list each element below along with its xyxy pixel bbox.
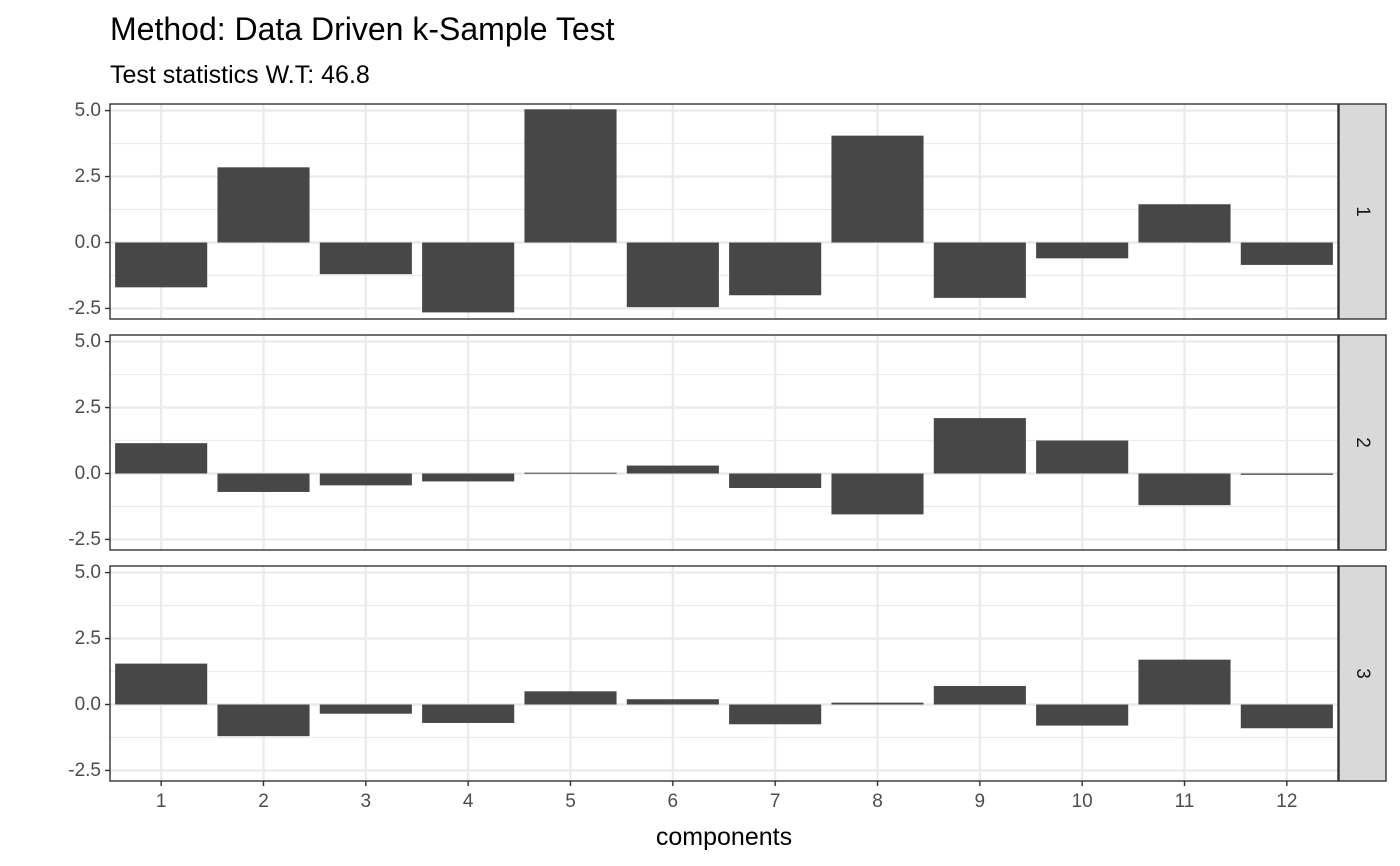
facet-panel-1: 1 -2.5 0.0 2.5 5.0 [68, 100, 1387, 320]
bar-facet-1-component-3 [319, 242, 412, 275]
bar-facet-3-component-10 [1036, 704, 1129, 726]
y-tick-label: 5.0 [75, 331, 101, 352]
bar-facet-2-component-4 [422, 473, 515, 482]
bar-facet-1-component-9 [933, 242, 1026, 298]
panel-background [110, 335, 1338, 550]
bar-facet-3-component-7 [729, 704, 822, 725]
bar-facet-1-component-6 [626, 242, 719, 308]
panel-border [109, 103, 1339, 320]
x-tick-label: 1 [156, 791, 167, 812]
bar-facet-3-component-1 [115, 663, 208, 705]
bar-facet-2-component-2 [217, 473, 310, 492]
bar-facet-3-component-3 [319, 704, 412, 714]
bar-facet-3-component-2 [217, 704, 310, 737]
bar-facet-3-component-11 [1138, 659, 1231, 705]
bar-facet-1-component-2 [217, 167, 310, 243]
y-tick-label: 5.0 [75, 100, 101, 121]
y-tick-label: 5.0 [75, 562, 101, 583]
y-tick-label: -2.5 [68, 298, 101, 319]
bar-facet-2-component-10 [1036, 440, 1129, 474]
bar-facet-1-component-4 [422, 242, 515, 313]
bar-facet-1-component-10 [1036, 242, 1129, 259]
bar-facet-2-component-6 [626, 465, 719, 474]
bar-facet-2-component-9 [933, 418, 1026, 474]
y-tick-label: 2.5 [75, 166, 101, 187]
facet-strip [1338, 565, 1387, 782]
facet-strip-label: 2 [1352, 437, 1373, 448]
x-tick-label: 11 [1175, 791, 1195, 812]
facet-panel-3: 3 -2.5 0.0 2.5 5.0 [68, 562, 1387, 782]
x-tick-label: 7 [770, 791, 781, 812]
y-tick-label: 2.5 [75, 397, 101, 418]
bar-facet-2-component-11 [1138, 473, 1231, 506]
y-tick-label: 0.0 [75, 463, 101, 484]
bar-facet-1-component-12 [1240, 242, 1333, 265]
y-tick-label: 2.5 [75, 628, 101, 649]
x-tick-label: 6 [668, 791, 679, 812]
x-tick-label: 4 [463, 791, 474, 812]
facet-strip-label: 1 [1352, 206, 1373, 217]
panel-background [110, 566, 1338, 781]
panel-border [109, 334, 1339, 551]
bar-facet-2-component-3 [319, 473, 412, 486]
facet-panel-2: 2 -2.5 0.0 2.5 5.0 [68, 331, 1387, 551]
facet-panels: 1 -2.5 0.0 2.5 5.0 2 -2.5 0.0 2.5 5.0 3 -2.5 0.0 2.5 5… [68, 100, 1387, 782]
bar-facet-1-component-1 [115, 242, 208, 288]
bar-facet-3-component-6 [626, 699, 719, 705]
x-tick-label: 5 [565, 791, 576, 812]
bar-facet-1-component-11 [1138, 204, 1231, 243]
facet-strip [1338, 103, 1387, 320]
panel-border [109, 565, 1339, 782]
bar-facet-3-component-8 [831, 702, 924, 705]
bar-facet-2-component-1 [115, 443, 208, 474]
y-tick-label: -2.5 [68, 760, 101, 781]
x-tick-label: 10 [1072, 791, 1093, 812]
bar-facet-1-component-5 [524, 109, 617, 243]
y-tick-label: 0.0 [75, 232, 101, 253]
y-tick-label: 0.0 [75, 694, 101, 715]
x-tick-label: 8 [872, 791, 883, 812]
x-axis: 1 2 3 4 5 6 7 8 9 10 11 12 [156, 781, 1297, 812]
bar-facet-2-component-12 [1240, 473, 1333, 475]
y-tick-label: -2.5 [68, 529, 101, 550]
x-tick-label: 2 [258, 791, 269, 812]
facet-strip [1338, 334, 1387, 551]
bar-facet-1-component-7 [729, 242, 822, 296]
chart-subtitle: Test statistics W.T: 46.8 [110, 61, 370, 89]
bar-facet-3-component-4 [422, 704, 515, 723]
facet-strip-label: 3 [1352, 668, 1373, 679]
x-tick-label: 12 [1276, 791, 1297, 812]
bar-facet-2-component-5 [524, 472, 617, 474]
x-axis-title: components [656, 823, 792, 851]
x-tick-label: 9 [975, 791, 986, 812]
bar-facet-3-component-9 [933, 686, 1026, 705]
bar-facet-2-component-8 [831, 473, 924, 515]
bar-facet-3-component-12 [1240, 704, 1333, 729]
chart-title: Method: Data Driven k-Sample Test [110, 11, 615, 47]
x-tick-label: 3 [361, 791, 372, 812]
bar-facet-1-component-8 [831, 135, 924, 243]
bar-facet-2-component-7 [729, 473, 822, 489]
panel-background [110, 104, 1338, 319]
bar-facet-3-component-5 [524, 691, 617, 705]
